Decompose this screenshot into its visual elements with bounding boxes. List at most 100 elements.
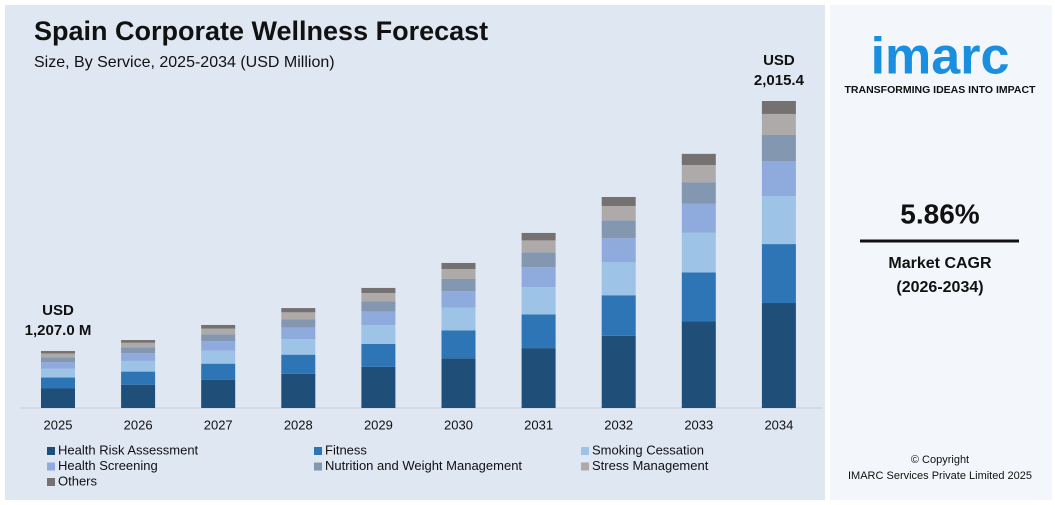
bar-segment [361,292,396,302]
bar-segment [441,307,476,331]
x-tick-label: 2030 [444,417,473,432]
x-tick-label: 2034 [764,417,793,432]
bar-segment [121,353,156,361]
bar-segment [41,357,75,363]
bar-segment [361,343,396,367]
legend-swatch [581,447,589,455]
bar-segment [121,342,156,348]
bar-segment [681,164,716,183]
legend-swatch [581,462,589,471]
legend-label: Stress Management [592,458,709,473]
bar-segment [201,341,236,351]
bar-segment [681,203,716,233]
bar-segment [601,196,636,206]
bar-segment [41,368,75,378]
bar-segment [41,353,75,358]
x-tick-label: 2028 [284,417,313,432]
bar-segment [761,244,796,304]
bar-segment [601,262,636,296]
bar-segment [521,232,556,241]
legend-label: Fitness [325,442,367,457]
legend-label: Smoking Cessation [592,442,704,457]
bar-segment [361,311,396,326]
bar-segment [41,351,75,354]
legend-label: Health Risk Assessment [58,442,199,457]
legend-swatch [47,478,55,486]
bar-segment [201,350,236,364]
bar-segment [601,220,636,239]
bar-segment [521,267,556,288]
cagr-period: (2026-2034) [896,279,983,296]
annotation: USD [42,302,74,319]
x-tick-label: 2027 [204,417,233,432]
legend-label: Health Screening [58,458,158,473]
chart-subtitle: Size, By Service, 2025-2034 (USD Million… [34,54,335,71]
bar-segment [761,101,796,114]
x-tick-label: 2033 [684,417,713,432]
bar-segment [441,262,476,270]
bar-segment [761,134,796,162]
bar-segment [681,232,716,273]
bar-segment [601,205,636,221]
bar-segment [681,272,716,322]
legend-label: Others [58,473,98,488]
annotation: 1,207.0 M [25,322,92,339]
bar-segment [121,371,156,385]
bar-segment [601,335,636,408]
bar-segment [121,360,156,372]
bar-segment [521,252,556,268]
bar-segment [441,291,476,308]
sidebar-panel [830,5,1052,500]
bar-segment [281,312,316,320]
bar-segment [441,358,476,408]
bar-segment [441,278,476,292]
x-tick-label: 2029 [364,417,393,432]
bar-segment [601,238,636,263]
bar-segment [681,321,716,408]
bar-segment [761,113,796,135]
copyright: © Copyright [911,454,969,466]
bar-segment [121,384,156,408]
x-tick-label: 2032 [604,417,633,432]
bar-segment [41,388,75,408]
company: IMARC Services Private Limited 2025 [848,470,1032,482]
legend-swatch [47,462,55,471]
x-tick-label: 2031 [524,417,553,432]
bar-segment [361,325,396,344]
bar-segment [121,340,156,343]
annotation: USD [763,52,795,69]
bar-segment [601,295,636,336]
bar-segment [121,347,156,354]
bar-segment [41,377,75,389]
bar-segment [521,240,556,253]
bar-segment [201,379,236,408]
cagr-value: 5.86% [900,198,979,229]
x-tick-label: 2026 [124,417,153,432]
tagline: TRANSFORMING IDEAS INTO IMPACT [845,84,1037,96]
bar-segment [41,362,75,369]
x-tick-label: 2025 [44,417,73,432]
bar-segment [281,319,316,328]
bar-segment [281,327,316,340]
bar-segment [441,269,476,279]
bar-segment [521,314,556,349]
bar-segment [521,348,556,408]
bar-segment [521,287,556,315]
bar-segment [361,366,396,408]
bar-segment [761,196,796,245]
bar-segment [681,153,716,165]
bar-segment [201,324,236,329]
bar-segment [681,182,716,204]
bar-segment [361,287,396,293]
annotation: 2,015.4 [754,72,805,89]
bar-segment [201,328,236,335]
bar-segment [281,373,316,408]
legend-label: Nutrition and Weight Management [325,458,522,473]
bar-segment [201,363,236,380]
legend-swatch [47,447,55,455]
chart-title: Spain Corporate Wellness Forecast [34,16,488,46]
bar-segment [761,303,796,408]
bar-segment [361,301,396,312]
logo: imarc [871,28,1010,86]
